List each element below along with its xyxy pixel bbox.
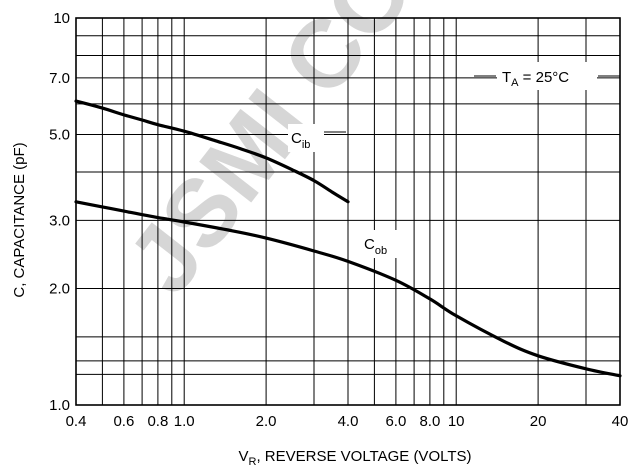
y-tick-label: 1.0 <box>49 397 70 414</box>
y-tick-label: 10 <box>53 10 70 27</box>
cob-label-background <box>361 230 401 258</box>
watermark-text: JSMI CO <box>107 0 434 313</box>
plot-frame <box>75 17 621 406</box>
x-tick-label: 0.6 <box>113 413 134 430</box>
temperature-annotation: TA = 25°C <box>502 69 569 89</box>
x-tick-label: 10 <box>448 413 465 430</box>
y-tick-label: 3.0 <box>49 212 70 229</box>
x-tick-labels: 0.4 0.6 0.8 1.0 2.0 4.0 6.0 8.0 10 20 40 <box>66 413 629 430</box>
series-line-cob <box>74 200 622 378</box>
x-axis-title: VR, REVERSE VOLTAGE (VOLTS) <box>238 448 471 468</box>
series-label-cob: Cob <box>364 236 387 257</box>
x-tick-label: 2.0 <box>256 413 277 430</box>
x-tick-label: 40 <box>612 413 629 430</box>
x-tick-label: 4.0 <box>338 413 359 430</box>
x-tick-label: 1.0 <box>174 413 195 430</box>
cib-label-background <box>288 124 324 152</box>
x-tick-label: 8.0 <box>419 413 440 430</box>
annotation-background <box>497 62 597 90</box>
y-axis-title: C, CAPACITANCE (pF) <box>11 142 28 297</box>
x-tick-label: 20 <box>530 413 547 430</box>
series-line-cib <box>74 99 350 204</box>
x-tick-label: 0.8 <box>147 413 168 430</box>
series-label-cib: Cib <box>291 130 310 151</box>
x-tick-label: 0.4 <box>66 413 87 430</box>
y-tick-labels: 1.0 2.0 3.0 5.0 7.0 10 <box>49 10 70 414</box>
y-tick-label: 7.0 <box>49 70 70 87</box>
series-layer <box>74 99 622 378</box>
x-tick-label: 6.0 <box>385 413 406 430</box>
y-tick-label: 2.0 <box>49 281 70 298</box>
y-tick-label: 5.0 <box>49 127 70 144</box>
